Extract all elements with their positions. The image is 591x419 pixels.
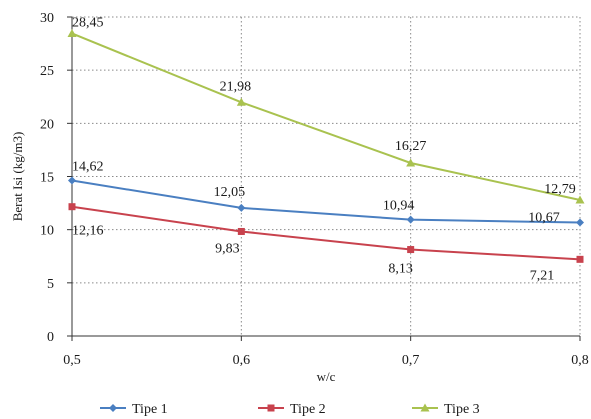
data-point bbox=[576, 218, 584, 227]
y-axis-title: Berat Isi (kg/m3) bbox=[10, 132, 25, 222]
x-tick-label: 0,6 bbox=[233, 353, 251, 368]
series-tipe-1 bbox=[68, 176, 584, 227]
legend-marker bbox=[267, 404, 275, 412]
y-tick-label: 5 bbox=[47, 277, 54, 292]
y-tick-label: 25 bbox=[40, 64, 54, 79]
series-tipe-3 bbox=[67, 28, 585, 204]
x-axis-title: w/c bbox=[317, 369, 336, 384]
data-point bbox=[237, 227, 245, 235]
y-tick-labels: 0 5 10 15 20 25 30 bbox=[40, 11, 54, 345]
data-point bbox=[236, 97, 246, 106]
series-group bbox=[67, 28, 585, 263]
data-point bbox=[407, 246, 415, 254]
y-tick-label: 30 bbox=[40, 11, 54, 26]
y-tick-label: 15 bbox=[40, 171, 54, 186]
x-tick-label: 0,8 bbox=[571, 353, 589, 368]
data-point bbox=[67, 28, 77, 37]
data-point bbox=[237, 203, 246, 212]
data-label: 10,67 bbox=[528, 211, 560, 226]
axes bbox=[67, 16, 581, 341]
data-point bbox=[68, 203, 76, 211]
data-label: 7,21 bbox=[530, 268, 555, 283]
x-tick-labels: 0,5 0,6 0,7 0,8 bbox=[63, 353, 589, 368]
y-tick-label: 10 bbox=[40, 224, 54, 239]
data-label: 12,79 bbox=[544, 182, 576, 197]
x-tick-label: 0,7 bbox=[402, 353, 420, 368]
data-label: 28,45 bbox=[72, 15, 104, 30]
series-tipe-2 bbox=[68, 203, 584, 263]
data-label: 12,05 bbox=[214, 185, 246, 200]
series-line bbox=[71, 205, 581, 261]
data-label: 9,83 bbox=[215, 241, 240, 256]
x-tick-label: 0,5 bbox=[63, 353, 81, 368]
legend-marker bbox=[420, 403, 430, 412]
legend-label: Tipe 1 bbox=[132, 402, 168, 417]
legend-item-tipe-2: Tipe 2 bbox=[258, 402, 326, 417]
legend-marker bbox=[109, 404, 117, 412]
data-point bbox=[575, 195, 585, 204]
legend-item-tipe-1: Tipe 1 bbox=[100, 402, 168, 417]
data-labels: 14,62 12,05 10,94 10,67 12,16 9,83 8,13 7,21 28,… bbox=[72, 15, 576, 283]
data-label: 16,27 bbox=[395, 139, 427, 154]
data-point bbox=[406, 158, 416, 167]
data-label: 21,98 bbox=[220, 79, 252, 94]
data-label: 8,13 bbox=[388, 262, 413, 277]
y-tick-label: 20 bbox=[40, 117, 54, 132]
series-line bbox=[71, 179, 581, 224]
data-label: 14,62 bbox=[72, 160, 104, 175]
data-label: 12,16 bbox=[72, 224, 104, 239]
legend: Tipe 1 Tipe 2 Tipe 3 bbox=[100, 402, 480, 417]
legend-item-tipe-3: Tipe 3 bbox=[412, 402, 480, 417]
data-label: 10,94 bbox=[383, 199, 415, 214]
grid bbox=[72, 16, 581, 336]
legend-label: Tipe 3 bbox=[444, 402, 480, 417]
series-line bbox=[71, 32, 581, 201]
legend-label: Tipe 2 bbox=[290, 402, 326, 417]
y-tick-label: 0 bbox=[47, 330, 54, 345]
data-point bbox=[68, 176, 76, 185]
data-point bbox=[576, 255, 584, 263]
data-point bbox=[406, 215, 415, 224]
